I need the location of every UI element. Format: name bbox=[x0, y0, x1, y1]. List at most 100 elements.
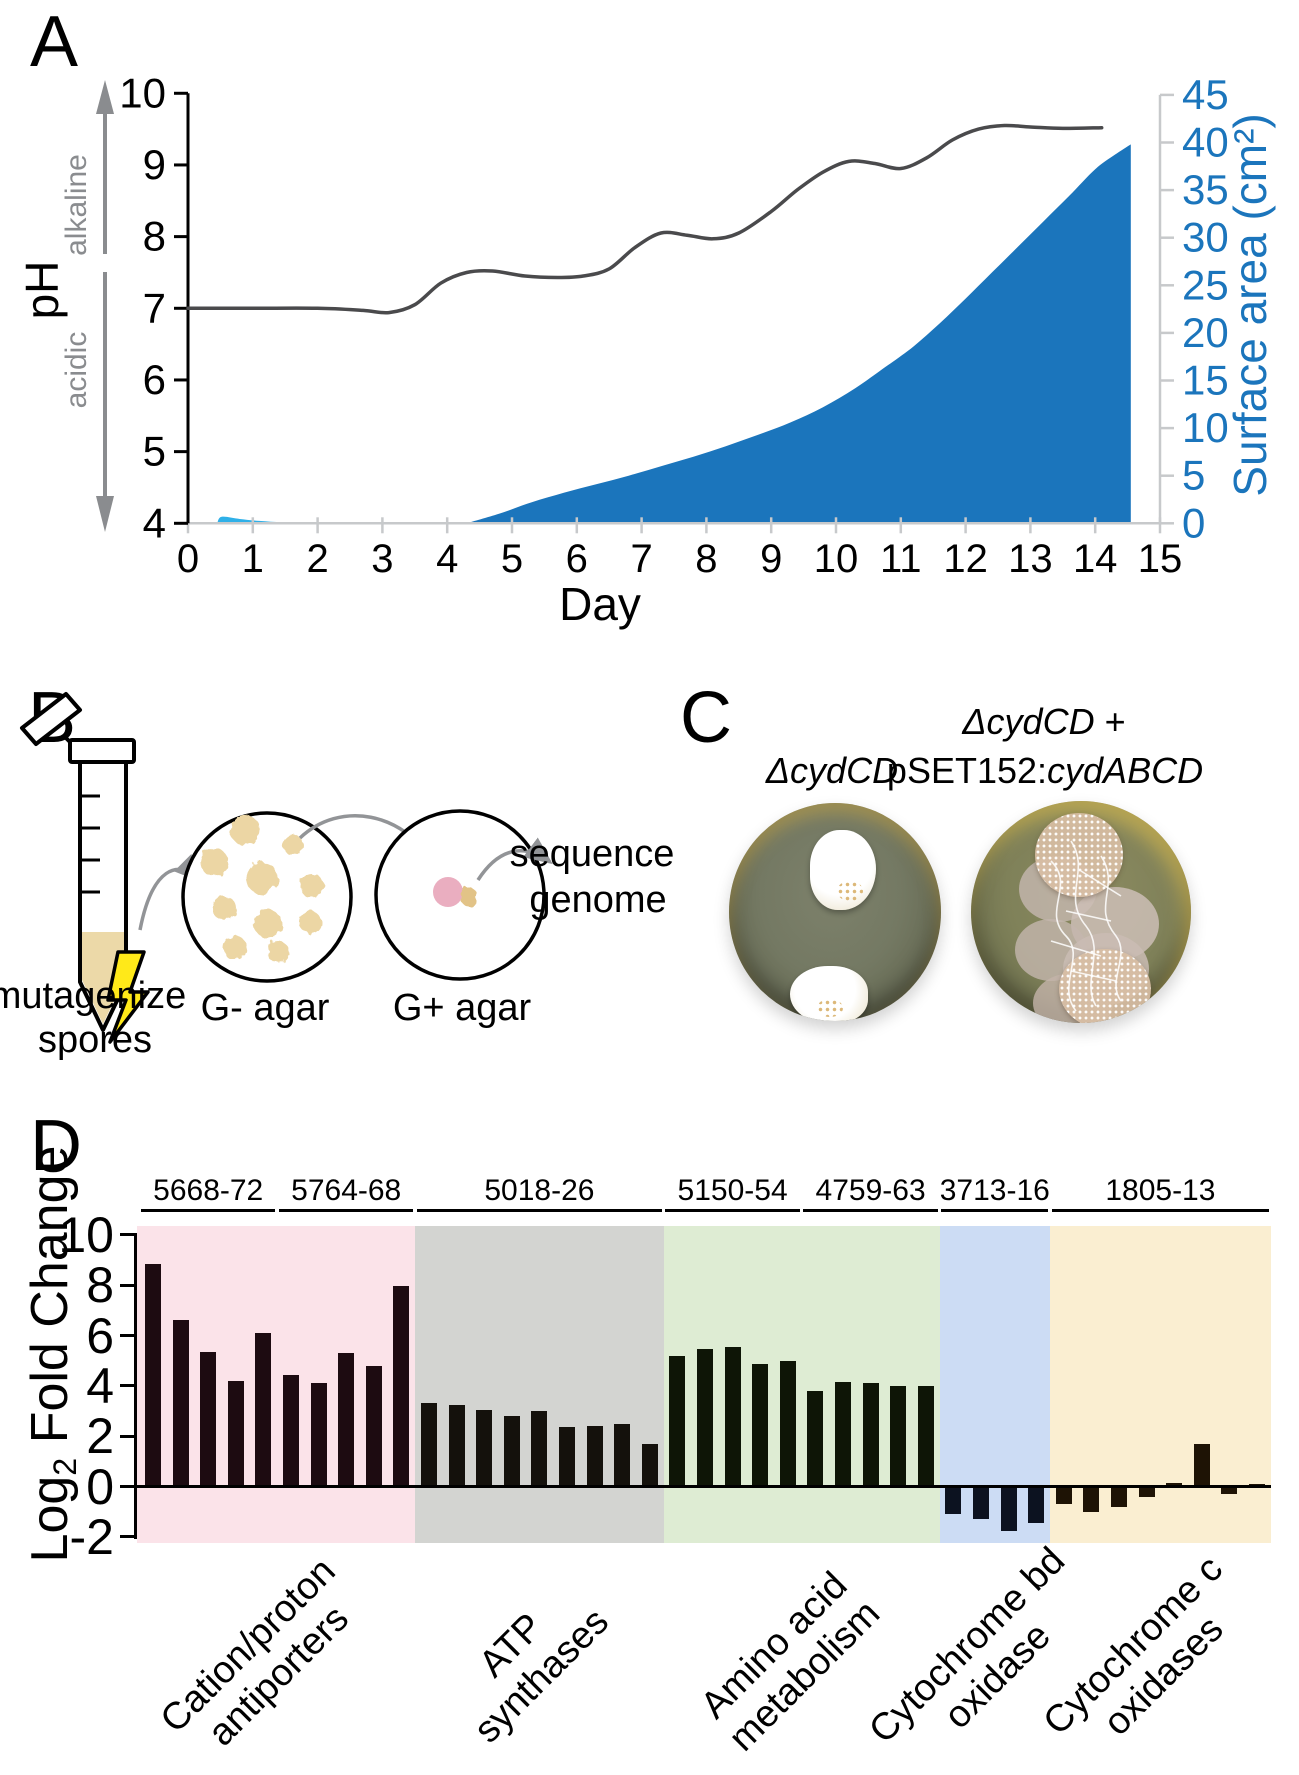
bar bbox=[476, 1409, 493, 1487]
bar bbox=[835, 1382, 851, 1487]
workflow-arrow-3 bbox=[476, 837, 553, 881]
genome-label: genome bbox=[529, 879, 666, 921]
x-tick-label: 6 bbox=[566, 537, 588, 581]
y-tick-label: 4 bbox=[86, 1357, 114, 1414]
locus-label: 3713-16 bbox=[939, 1174, 1050, 1207]
colony-vein-pattern bbox=[1050, 840, 1122, 1012]
x-tick-label: 0 bbox=[177, 537, 199, 581]
x-axis-title: Day bbox=[559, 578, 641, 630]
locus-underline bbox=[141, 1209, 276, 1212]
ph-tick-label: 9 bbox=[143, 141, 166, 188]
ph-tick-label: 7 bbox=[143, 284, 166, 331]
y-tick bbox=[120, 1485, 136, 1488]
bar bbox=[1166, 1482, 1183, 1487]
sa-tick-label: 40 bbox=[1182, 119, 1229, 166]
locus-underline bbox=[279, 1209, 414, 1212]
spore-colonies bbox=[200, 815, 324, 963]
sa-tick-label: 20 bbox=[1182, 309, 1229, 356]
bar bbox=[1138, 1486, 1155, 1497]
arrow-down-icon bbox=[96, 496, 114, 532]
lightning-bolt-icon bbox=[106, 950, 150, 1044]
y-tick bbox=[120, 1384, 136, 1388]
bar bbox=[917, 1385, 934, 1487]
ph-axis-title: pH bbox=[16, 261, 68, 320]
ph-tick-label: 8 bbox=[143, 213, 166, 260]
panel-a-letter: A bbox=[30, 2, 79, 82]
sa-tick-label: 0 bbox=[1182, 499, 1205, 546]
sa-tick-label: 45 bbox=[1182, 71, 1229, 118]
locus-label: 1805-13 bbox=[1105, 1174, 1216, 1207]
bar bbox=[1028, 1486, 1045, 1523]
bar bbox=[283, 1374, 299, 1487]
locus-underline bbox=[803, 1209, 938, 1212]
petri-dish-photo-cydCD-pSET152 bbox=[971, 801, 1191, 1023]
spores-label: spores bbox=[38, 1019, 152, 1061]
x-tick-label: 13 bbox=[1008, 537, 1053, 581]
y-axis-title-text: Fold Change bbox=[20, 1145, 79, 1458]
bar bbox=[669, 1355, 686, 1487]
area-surface-area-early- bbox=[217, 516, 302, 524]
arrow-up-icon bbox=[96, 80, 114, 114]
ph-tick-label: 4 bbox=[143, 499, 166, 546]
ph-tick-label: 5 bbox=[143, 428, 166, 475]
y-tick bbox=[120, 1283, 136, 1287]
bar bbox=[779, 1360, 796, 1487]
y-tick-label: 0 bbox=[86, 1458, 114, 1515]
y-axis-title: Log2 Fold Change bbox=[20, 1054, 84, 1654]
bar bbox=[1221, 1486, 1238, 1495]
label-text: ΔcydCD bbox=[962, 701, 1095, 742]
area-surface-area bbox=[466, 144, 1131, 524]
bar bbox=[503, 1416, 520, 1487]
y-tick-label: 10 bbox=[58, 1206, 114, 1263]
bar bbox=[1111, 1486, 1127, 1507]
bar bbox=[724, 1346, 741, 1487]
bar bbox=[559, 1427, 575, 1487]
x-tick-label: 12 bbox=[943, 537, 988, 581]
y-tick bbox=[120, 1334, 136, 1337]
locus-underline bbox=[665, 1209, 800, 1212]
sporulating-colony bbox=[1059, 949, 1151, 1023]
locus-label: 5764-68 bbox=[291, 1174, 402, 1207]
bar bbox=[172, 1320, 189, 1487]
bar bbox=[1000, 1486, 1017, 1531]
y-tick-label: 8 bbox=[86, 1257, 114, 1314]
label-text: cydABCD bbox=[1047, 750, 1204, 791]
g-minus-agar-label: G- agar bbox=[201, 987, 330, 1029]
mutagenize-label: mutagenize bbox=[0, 975, 186, 1017]
sa-axis-title: Surface area (cm²) bbox=[1224, 113, 1276, 496]
acidic-annotation: acidic bbox=[60, 332, 93, 409]
category-band bbox=[415, 1226, 664, 1543]
y-axis-title-text: 2 bbox=[47, 1457, 84, 1476]
sa-tick-label: 5 bbox=[1182, 452, 1205, 499]
y-axis-title-text: Log bbox=[20, 1475, 79, 1563]
sa-tick-label: 35 bbox=[1182, 166, 1229, 213]
bar bbox=[1055, 1486, 1072, 1505]
x-tick-label: 4 bbox=[436, 537, 458, 581]
bar bbox=[393, 1286, 410, 1487]
sa-tick-label: 25 bbox=[1182, 261, 1229, 308]
bar bbox=[227, 1380, 244, 1487]
locus-label: 5668-72 bbox=[153, 1174, 264, 1207]
bar bbox=[945, 1486, 962, 1515]
mutagenesis-workflow-diagram: mutagenize spores G- agar G+ agar sequen… bbox=[0, 692, 674, 1061]
colony-speckle bbox=[817, 999, 843, 1017]
g-plus-agar-label: G+ agar bbox=[393, 987, 532, 1029]
x-tick-label: 7 bbox=[630, 537, 652, 581]
ph-curve bbox=[186, 123, 1104, 315]
label-text: pSET152: bbox=[886, 750, 1048, 791]
locus-label: 4759-63 bbox=[815, 1174, 926, 1207]
bar bbox=[421, 1403, 437, 1487]
bar bbox=[614, 1423, 631, 1487]
pink-colony bbox=[433, 877, 463, 907]
x-tick-label: 1 bbox=[242, 537, 264, 581]
colony-speckle bbox=[837, 881, 863, 901]
bar bbox=[641, 1443, 658, 1487]
locus-underline bbox=[941, 1209, 1049, 1212]
bar bbox=[697, 1349, 713, 1487]
g-plus-agar-plate bbox=[374, 809, 546, 981]
x-tick-label: 11 bbox=[880, 537, 922, 581]
locus-underline bbox=[417, 1209, 662, 1212]
bar bbox=[145, 1263, 161, 1487]
bar bbox=[1193, 1443, 1210, 1487]
